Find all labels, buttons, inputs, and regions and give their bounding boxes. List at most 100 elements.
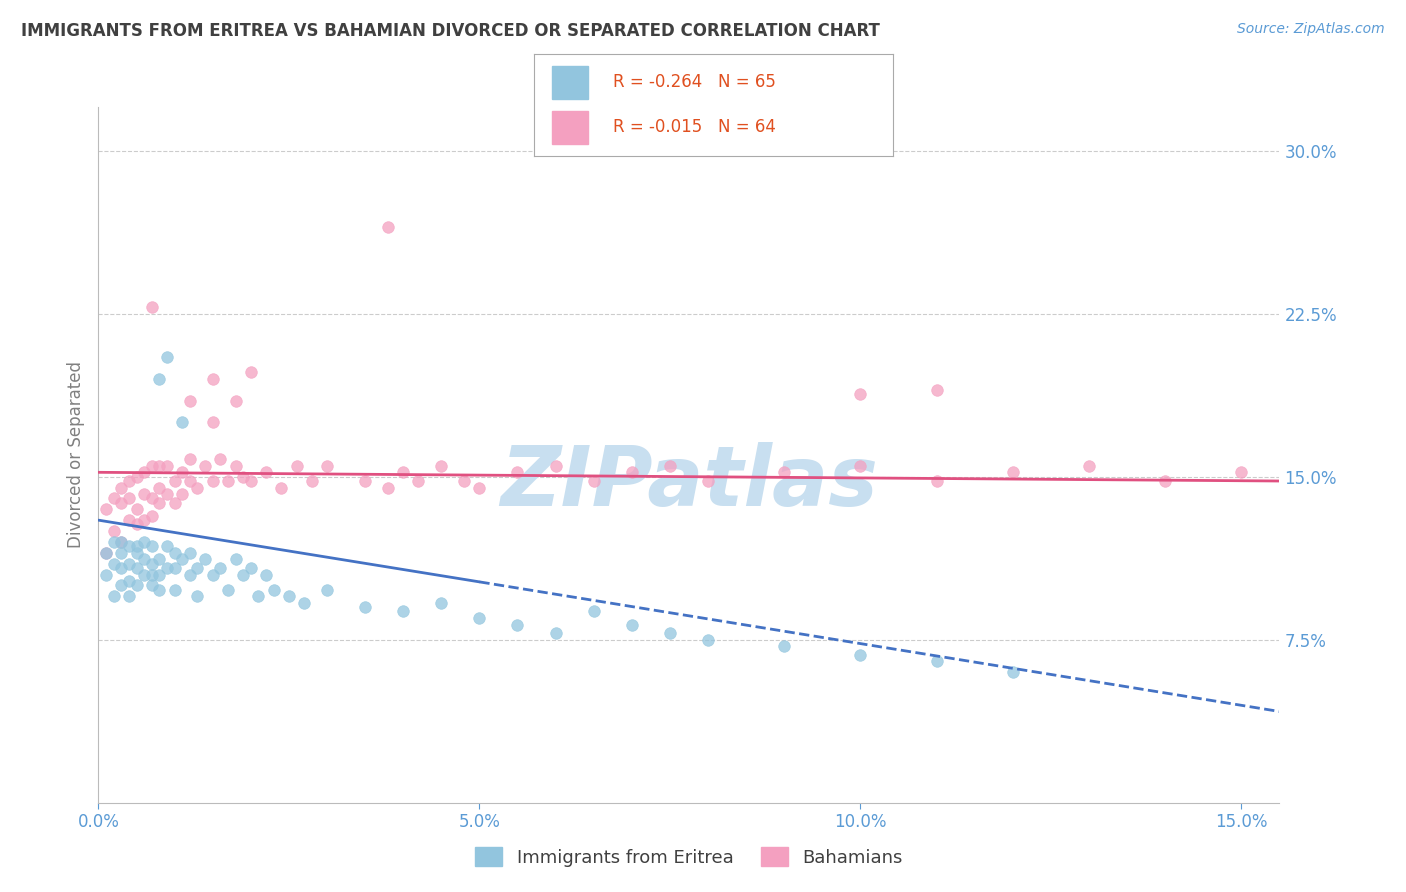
Point xyxy=(186,589,208,603)
Point xyxy=(468,481,491,495)
Point xyxy=(285,458,308,473)
Point xyxy=(118,474,141,488)
Point xyxy=(239,474,262,488)
Point xyxy=(217,474,239,488)
Point xyxy=(172,552,194,566)
Point xyxy=(141,578,163,592)
Point xyxy=(163,561,186,575)
Point xyxy=(263,582,285,597)
Point xyxy=(186,481,208,495)
Point xyxy=(354,474,377,488)
Point xyxy=(125,561,148,575)
Point xyxy=(925,474,948,488)
Point xyxy=(118,513,141,527)
Point xyxy=(179,393,201,408)
Point xyxy=(506,617,529,632)
Point xyxy=(544,458,567,473)
Point xyxy=(377,219,399,234)
Point xyxy=(103,557,125,571)
Point xyxy=(201,372,224,386)
Text: ZIPatlas: ZIPatlas xyxy=(501,442,877,524)
Point xyxy=(849,458,872,473)
Point xyxy=(148,496,170,510)
Point xyxy=(110,546,132,560)
Point xyxy=(125,517,148,532)
Point xyxy=(217,582,239,597)
Point xyxy=(163,474,186,488)
Text: Source: ZipAtlas.com: Source: ZipAtlas.com xyxy=(1237,22,1385,37)
Point xyxy=(849,648,872,662)
Point xyxy=(148,481,170,495)
Point xyxy=(354,600,377,615)
Point xyxy=(582,605,605,619)
Point xyxy=(172,415,194,429)
Point xyxy=(254,567,277,582)
Point xyxy=(453,474,475,488)
Point xyxy=(254,466,277,480)
Point xyxy=(125,546,148,560)
Point xyxy=(148,458,170,473)
Point xyxy=(172,466,194,480)
Point xyxy=(110,578,132,592)
Point xyxy=(1230,466,1253,480)
Point xyxy=(247,589,270,603)
Point xyxy=(232,567,254,582)
Point xyxy=(103,491,125,506)
Point xyxy=(141,539,163,553)
Point xyxy=(239,365,262,379)
Point xyxy=(544,626,567,640)
Point xyxy=(141,508,163,523)
Point xyxy=(110,496,132,510)
Point xyxy=(658,458,681,473)
Point xyxy=(209,452,232,467)
Point xyxy=(292,596,315,610)
Point xyxy=(225,458,247,473)
Point xyxy=(697,632,720,647)
Point xyxy=(172,487,194,501)
Point xyxy=(430,596,453,610)
Point xyxy=(430,458,453,473)
Point xyxy=(156,458,179,473)
Point xyxy=(925,655,948,669)
Point xyxy=(179,452,201,467)
Point xyxy=(94,567,117,582)
Y-axis label: Divorced or Separated: Divorced or Separated xyxy=(66,361,84,549)
Point xyxy=(134,513,156,527)
Point xyxy=(179,567,201,582)
Point xyxy=(620,466,643,480)
Point xyxy=(110,561,132,575)
Point xyxy=(141,567,163,582)
Point xyxy=(110,535,132,549)
Point xyxy=(620,617,643,632)
Point xyxy=(316,458,339,473)
Point xyxy=(103,524,125,538)
Point xyxy=(148,567,170,582)
Point xyxy=(163,546,186,560)
Point xyxy=(201,567,224,582)
Point xyxy=(110,481,132,495)
Point xyxy=(186,561,208,575)
Point xyxy=(134,567,156,582)
Point xyxy=(697,474,720,488)
Point xyxy=(156,487,179,501)
Text: R = -0.264   N = 65: R = -0.264 N = 65 xyxy=(613,73,776,91)
Point xyxy=(163,496,186,510)
Point xyxy=(141,300,163,314)
Point xyxy=(134,487,156,501)
Point xyxy=(849,387,872,401)
Text: IMMIGRANTS FROM ERITREA VS BAHAMIAN DIVORCED OR SEPARATED CORRELATION CHART: IMMIGRANTS FROM ERITREA VS BAHAMIAN DIVO… xyxy=(21,22,880,40)
Point xyxy=(239,561,262,575)
Point xyxy=(118,589,141,603)
Point xyxy=(1001,665,1024,680)
Text: R = -0.015   N = 64: R = -0.015 N = 64 xyxy=(613,119,776,136)
Point xyxy=(1001,466,1024,480)
Point xyxy=(141,491,163,506)
Point xyxy=(1078,458,1101,473)
Point xyxy=(392,466,415,480)
Point xyxy=(179,474,201,488)
Point xyxy=(225,552,247,566)
Point xyxy=(148,372,170,386)
Point xyxy=(1154,474,1177,488)
Point xyxy=(94,546,117,560)
Point xyxy=(134,535,156,549)
